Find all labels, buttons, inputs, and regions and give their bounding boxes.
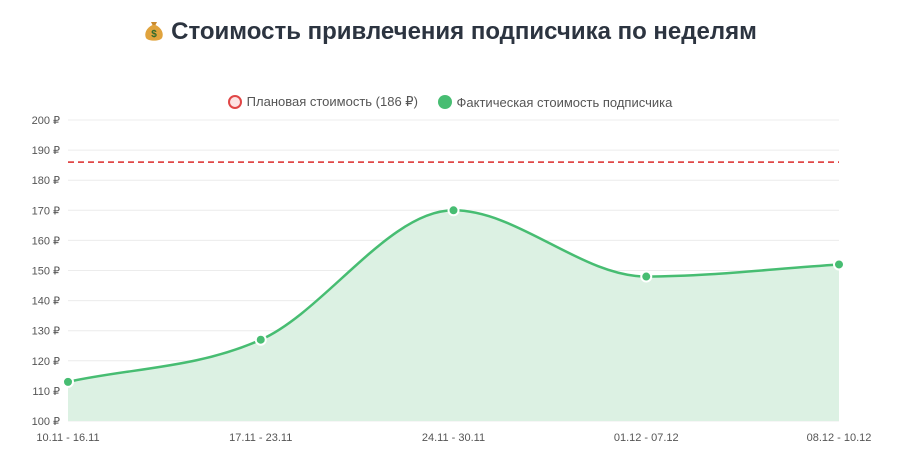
y-tick-label: 140 ₽	[32, 296, 60, 308]
legend-item-plan[interactable]: Плановая стоимость (186 ₽)	[227, 94, 418, 110]
y-tick-label: 160 ₽	[32, 235, 60, 247]
y-tick-label: 200 ₽	[32, 115, 60, 127]
x-tick-label: 24.11 - 30.11	[422, 432, 485, 444]
legend-swatch-plan	[227, 95, 242, 109]
x-tick-label: 01.12 - 07.12	[614, 432, 679, 444]
y-tick-label: 130 ₽	[32, 326, 60, 338]
legend-label-plan: Плановая стоимость (186 ₽)	[246, 94, 418, 109]
x-tick-label: 17.11 - 23.11	[229, 432, 292, 444]
data-point	[62, 375, 74, 388]
fact-area	[68, 210, 839, 421]
y-tick-label: 170 ₽	[32, 205, 60, 217]
chart-title-text: Стоимость привлечения подписчика по неде…	[171, 18, 757, 45]
x-tick-label: 10.11 - 16.11	[36, 432, 99, 444]
y-tick-label: 150 ₽	[32, 266, 60, 278]
y-tick-label: 120 ₽	[32, 356, 60, 368]
data-point	[640, 270, 653, 283]
data-point	[254, 333, 267, 346]
svg-text:$: $	[151, 29, 157, 40]
y-tick-label: 180 ₽	[32, 175, 60, 187]
y-tick-label: 110 ₽	[32, 386, 60, 398]
legend-label-fact: Фактическая стоимость подписчика	[456, 94, 673, 110]
chart-legend: Плановая стоимость (186 ₽) Фактическая с…	[0, 94, 900, 112]
chart-title: $ Стоимость привлечения подписчика по не…	[0, 18, 900, 46]
legend-swatch-fact	[437, 95, 452, 109]
x-tick-label: 08.12 - 10.12	[807, 432, 872, 444]
y-tick-label: 100 ₽	[32, 416, 60, 428]
data-point	[833, 258, 845, 271]
legend-item-fact[interactable]: Фактическая стоимость подписчика	[437, 94, 673, 110]
y-tick-label: 190 ₽	[32, 145, 60, 157]
money-bag-icon: $	[143, 18, 165, 42]
data-point	[447, 204, 460, 217]
